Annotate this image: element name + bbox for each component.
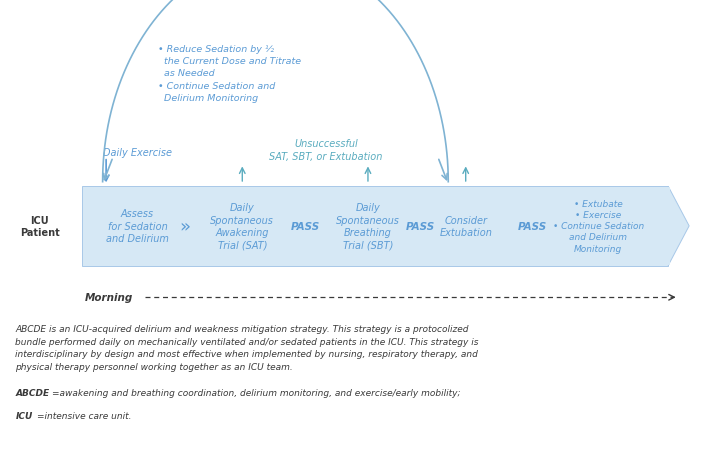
Polygon shape (666, 188, 670, 265)
Text: Daily
Spontaneous
Awakening
Trial (SAT): Daily Spontaneous Awakening Trial (SAT) (210, 203, 274, 250)
Text: Consider
Extubation: Consider Extubation (440, 215, 492, 238)
Text: =awakening and breathing coordination, delirium monitoring, and exercise/early m: =awakening and breathing coordination, d… (52, 388, 460, 397)
Text: • Reduce Sedation by ½
  the Current Dose and Titrate
  as Needed
• Continue Sed: • Reduce Sedation by ½ the Current Dose … (158, 45, 301, 102)
Text: ABCDE is an ICU-acquired delirium and weakness mitigation strategy. This strateg: ABCDE is an ICU-acquired delirium and we… (15, 325, 479, 371)
Text: =intensive care unit.: =intensive care unit. (37, 411, 132, 420)
Text: »: » (179, 217, 190, 235)
Text: ICU: ICU (15, 411, 33, 420)
Text: Daily
Spontaneous
Breathing
Trial (SBT): Daily Spontaneous Breathing Trial (SBT) (336, 203, 400, 250)
Text: Morning: Morning (86, 293, 133, 303)
Text: PASS: PASS (517, 222, 547, 231)
Text: • Extubate
• Exercise
• Continue Sedation
and Delirium
Monitoring: • Extubate • Exercise • Continue Sedatio… (553, 200, 644, 253)
Text: ABCDE: ABCDE (15, 388, 50, 397)
Text: Unsuccessful
SAT, SBT, or Extubation: Unsuccessful SAT, SBT, or Extubation (269, 139, 383, 162)
Text: Daily Exercise: Daily Exercise (102, 147, 172, 157)
Text: PASS: PASS (406, 222, 435, 231)
Polygon shape (668, 187, 689, 266)
FancyBboxPatch shape (82, 187, 668, 266)
Text: ICU
Patient: ICU Patient (20, 216, 60, 237)
Text: Assess
for Sedation
and Delirium: Assess for Sedation and Delirium (106, 209, 169, 244)
Text: PASS: PASS (290, 222, 320, 231)
